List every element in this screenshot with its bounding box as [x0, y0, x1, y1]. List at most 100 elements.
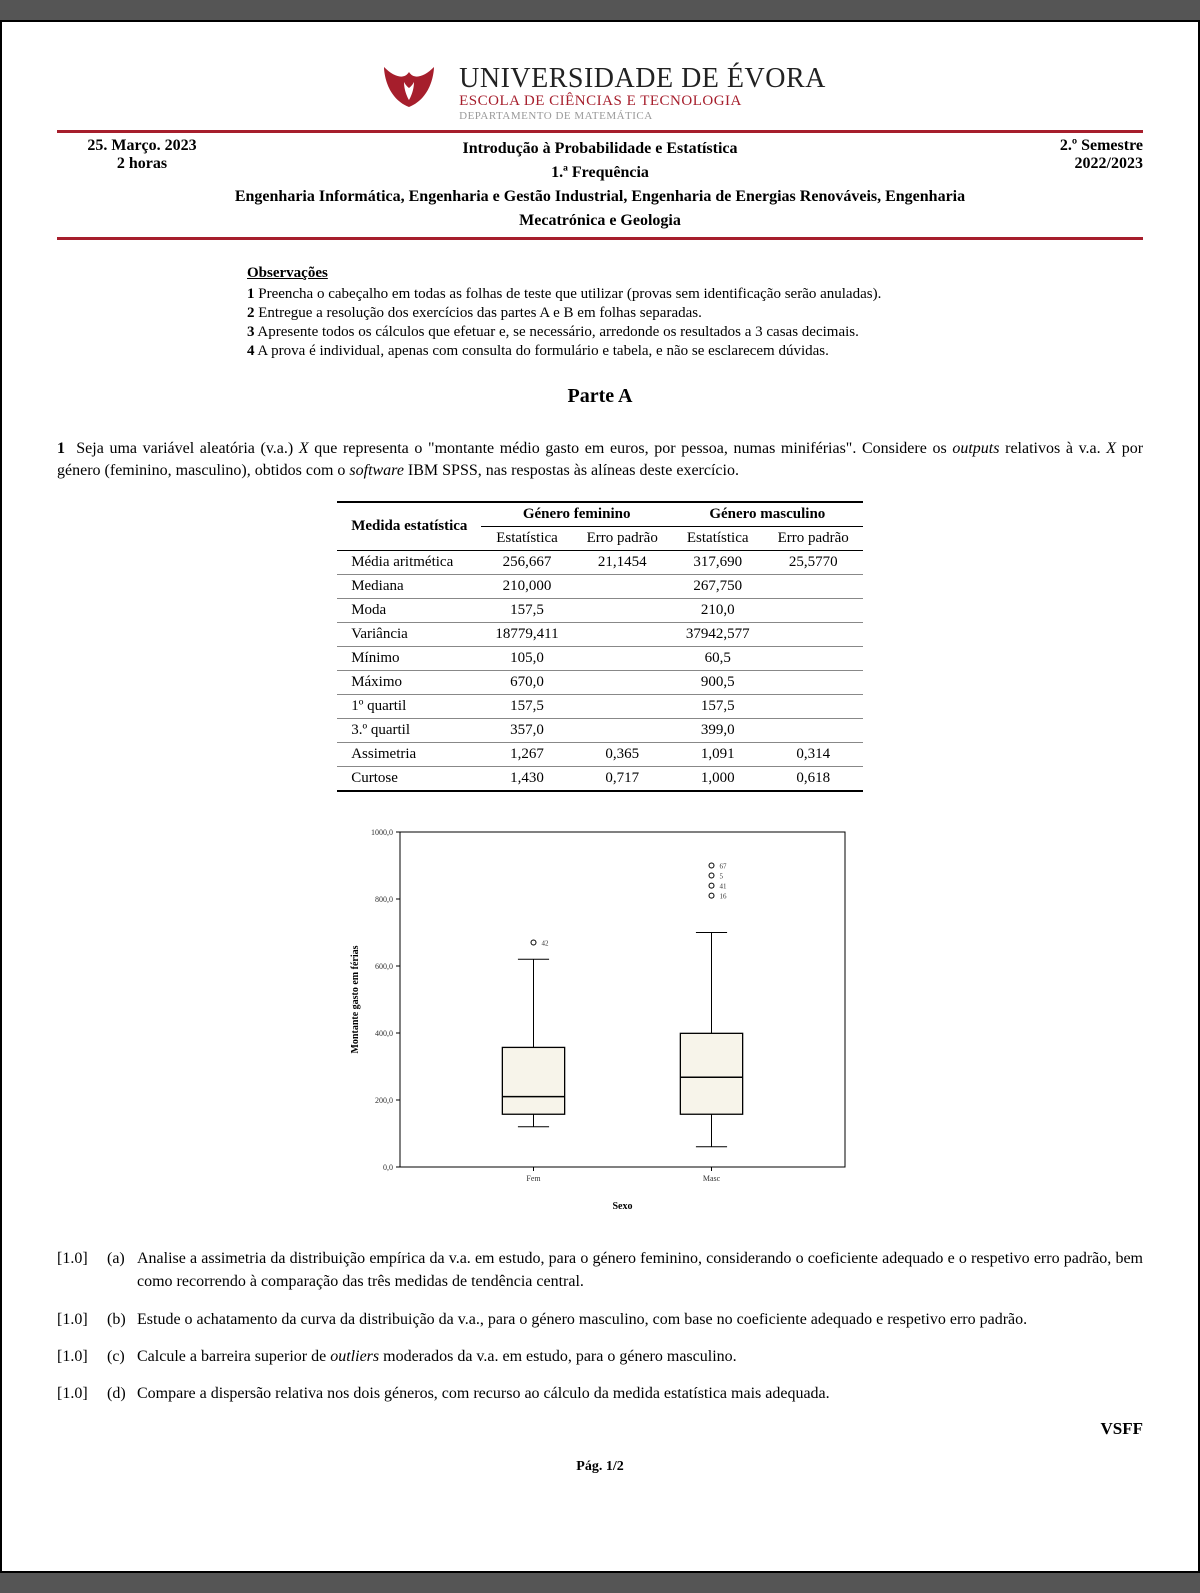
th-medida: Medida estatística: [337, 502, 481, 551]
exam-duration: 2 horas: [57, 155, 227, 173]
fem-stat: 1,430: [481, 767, 572, 792]
svg-text:0,0: 0,0: [383, 1163, 393, 1172]
subq-c-txt: Calcule a barreira superior de outliers …: [137, 1345, 1143, 1368]
q1-intro-prefix: Seja uma variável aleatória (v.a.): [76, 440, 299, 457]
fem-err: [573, 575, 672, 599]
page-number: Pág. 1/2: [57, 1459, 1143, 1475]
table-row: Assimetria1,2670,3651,0910,314: [337, 743, 863, 767]
svg-text:42: 42: [542, 940, 550, 948]
observation-item: 1 Preencha o cabeçalho em todas as folha…: [247, 286, 1047, 303]
fem-err: [573, 623, 672, 647]
band-mid: Introdução à Probabilidade e Estatística…: [227, 137, 973, 233]
band-left: 25. Março. 2023 2 horas: [57, 137, 227, 173]
subq-c: [1.0] (c) Calcule a barreira superior de…: [57, 1345, 1143, 1368]
row-label: 1º quartil: [337, 695, 481, 719]
stats-table: Medida estatística Género feminino Géner…: [337, 501, 863, 792]
freq-label: 1.ª Frequência: [227, 161, 973, 185]
subq-b-txt: Estude o achatamento da curva da distrib…: [137, 1308, 1143, 1331]
table-row: Moda157,5210,0: [337, 599, 863, 623]
masc-stat: 900,5: [672, 671, 764, 695]
masc-err: 25,5770: [764, 551, 863, 575]
table-row: Curtose1,4300,7171,0000,618: [337, 767, 863, 792]
masc-err: [764, 671, 863, 695]
semester: 2.º Semestre: [973, 137, 1143, 155]
programs: Engenharia Informática, Engenharia e Ges…: [227, 185, 973, 233]
band-right: 2.º Semestre 2022/2023: [973, 137, 1143, 173]
fem-err: [573, 599, 672, 623]
subq-a-txt: Analise a assimetria da distribuição emp…: [137, 1247, 1143, 1293]
masc-err: [764, 623, 863, 647]
subq-b-lbl: (b): [107, 1308, 137, 1331]
observation-item: 4 A prova é individual, apenas com consu…: [247, 343, 1047, 360]
subq-d-pts: [1.0]: [57, 1382, 107, 1405]
subq-b-pts: [1.0]: [57, 1308, 107, 1331]
table-row: Mediana210,000267,750: [337, 575, 863, 599]
masc-stat: 157,5: [672, 695, 764, 719]
q1-intro-mid: que representa o "montante médio gasto e…: [314, 440, 952, 457]
masc-err: [764, 647, 863, 671]
svg-text:1000,0: 1000,0: [371, 828, 393, 837]
masc-stat: 1,000: [672, 767, 764, 792]
boxplot-svg: 0,0200,0400,0600,0800,01000,0Montante ga…: [340, 817, 860, 1217]
th-fem-estat: Estatística: [481, 527, 572, 551]
svg-text:Montante gasto em férias: Montante gasto em férias: [350, 946, 361, 1054]
observation-item: 2 Entregue a resolução dos exercícios da…: [247, 305, 1047, 322]
fem-err: 0,365: [573, 743, 672, 767]
row-label: Curtose: [337, 767, 481, 792]
fem-err: [573, 695, 672, 719]
row-label: Assimetria: [337, 743, 481, 767]
course-title: Introdução à Probabilidade e Estatística: [227, 137, 973, 161]
row-label: Média aritmética: [337, 551, 481, 575]
th-masc-estat: Estatística: [672, 527, 764, 551]
exam-page: UNIVERSIDADE DE ÉVORA ESCOLA DE CIÊNCIAS…: [0, 20, 1200, 1573]
th-masc-erro: Erro padrão: [764, 527, 863, 551]
row-label: Mínimo: [337, 647, 481, 671]
masc-stat: 267,750: [672, 575, 764, 599]
table-row: 1º quartil157,5157,5: [337, 695, 863, 719]
fem-stat: 157,5: [481, 695, 572, 719]
masc-stat: 37942,577: [672, 623, 764, 647]
masc-err: 0,314: [764, 743, 863, 767]
fem-err: 21,1454: [573, 551, 672, 575]
vsff: VSFF: [57, 1419, 1143, 1439]
table-row: Máximo670,0 900,5: [337, 671, 863, 695]
subq-d-lbl: (d): [107, 1382, 137, 1405]
svg-text:67: 67: [720, 863, 728, 871]
course-band: 25. Março. 2023 2 horas Introdução à Pro…: [57, 137, 1143, 233]
row-label: Máximo: [337, 671, 481, 695]
subq-d: [1.0] (d) Compare a dispersão relativa n…: [57, 1382, 1143, 1405]
masc-stat: 399,0: [672, 719, 764, 743]
fem-stat: 670,0: [481, 671, 572, 695]
row-label: 3.º quartil: [337, 719, 481, 743]
masc-err: [764, 695, 863, 719]
fem-stat: 105,0: [481, 647, 572, 671]
svg-text:800,0: 800,0: [375, 895, 393, 904]
academic-year: 2022/2023: [973, 155, 1143, 173]
university-name: UNIVERSIDADE DE ÉVORA: [459, 63, 826, 95]
subq-b: [1.0] (b) Estude o achatamento da curva …: [57, 1308, 1143, 1331]
header-rule-bottom: [57, 237, 1143, 240]
fem-stat: 18779,411: [481, 623, 572, 647]
boxplot-figure: 0,0200,0400,0600,0800,01000,0Montante ga…: [57, 817, 1143, 1217]
header-block: UNIVERSIDADE DE ÉVORA ESCOLA DE CIÊNCIAS…: [57, 62, 1143, 240]
svg-text:600,0: 600,0: [375, 962, 393, 971]
fem-stat: 210,000: [481, 575, 572, 599]
row-label: Moda: [337, 599, 481, 623]
masc-err: [764, 575, 863, 599]
fem-err: [573, 671, 672, 695]
q1-intro-mid2: relativos à v.a.: [1005, 440, 1106, 457]
part-title: Parte A: [57, 385, 1143, 408]
q1-number: 1: [57, 440, 65, 457]
th-fem-erro: Erro padrão: [573, 527, 672, 551]
fem-err: 0,717: [573, 767, 672, 792]
q1-intro: 1 Seja uma variável aleatória (v.a.) X q…: [57, 438, 1143, 481]
subq-c-pts: [1.0]: [57, 1345, 107, 1368]
masc-stat: 1,091: [672, 743, 764, 767]
school-name: ESCOLA DE CIÊNCIAS E TECNOLOGIA: [459, 93, 826, 110]
fem-stat: 357,0: [481, 719, 572, 743]
svg-text:41: 41: [720, 883, 728, 891]
q1-outputs: outputs: [952, 440, 999, 457]
fem-stat: 256,667: [481, 551, 572, 575]
subq-d-txt: Compare a dispersão relativa nos dois gé…: [137, 1382, 1143, 1405]
svg-text:Fem: Fem: [526, 1174, 541, 1183]
